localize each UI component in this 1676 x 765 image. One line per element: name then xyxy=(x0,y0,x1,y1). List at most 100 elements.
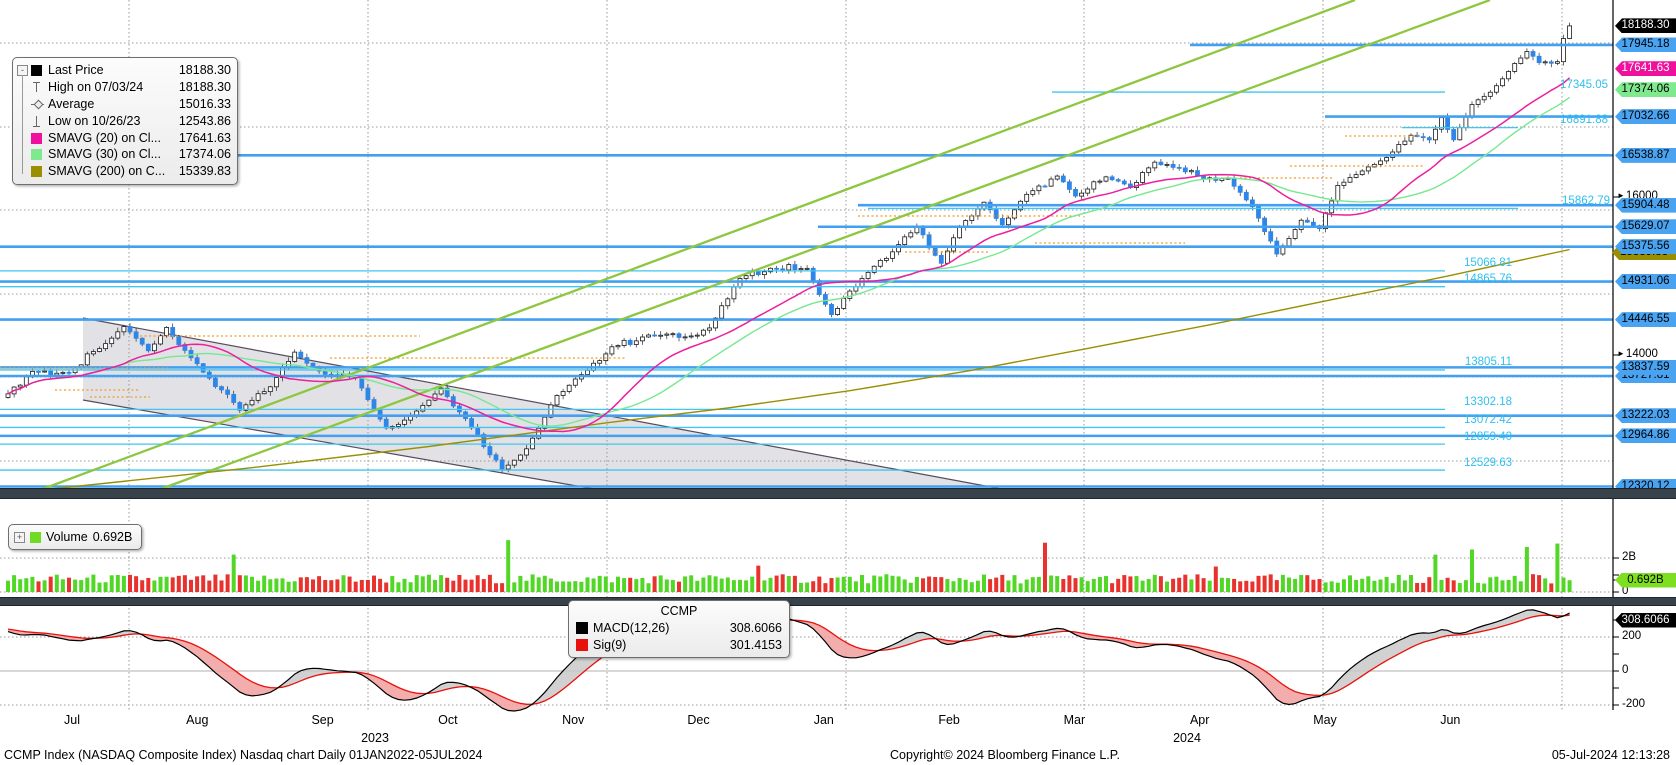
x-axis-month-label: Jun xyxy=(1440,713,1461,727)
macd-legend-title: CCMP xyxy=(660,604,698,618)
low-marker-icon xyxy=(31,115,44,127)
price-axis-badge: 16538.87 xyxy=(1615,147,1676,163)
legend-value: 18188.30 xyxy=(178,80,231,95)
price-volume-separator[interactable] xyxy=(0,488,1676,499)
legend-tree-rail xyxy=(21,75,23,174)
price-axis-badge: 14931.06 xyxy=(1615,274,1676,290)
legend-value: 18188.30 xyxy=(178,63,231,78)
smavg20-swatch-icon xyxy=(31,132,44,144)
legend-row-low: Low on 10/26/23 12543.86 xyxy=(17,112,231,129)
smavg20-line xyxy=(7,77,1571,433)
price-axis-badge: 17945.18 xyxy=(1615,37,1676,53)
legend-row-smavg30: SMAVG (30) on Cl... 17374.06 xyxy=(17,146,231,163)
legend-label: Last Price xyxy=(48,63,104,78)
regression-channel-band xyxy=(82,317,1008,491)
legend-label: SMAVG (30) on Cl... xyxy=(48,147,161,162)
price-axis-badge: 13222.03 xyxy=(1615,408,1676,424)
volume-bars-layer xyxy=(6,540,1572,592)
price-axis-badge: 17374.06 xyxy=(1615,82,1676,98)
support-resistance-levels-layer xyxy=(0,43,1613,488)
legend-label: SMAVG (200) on C... xyxy=(48,164,166,179)
green-trendline xyxy=(157,0,1491,492)
legend-value: 15339.83 xyxy=(178,164,231,179)
x-axis-year-label: 2023 xyxy=(361,731,389,745)
macd-legend-box[interactable]: CCMP MACD(12,26) 308.6066 Sig(9) 301.415… xyxy=(568,600,790,658)
legend-row-high: High on 07/03/24 18188.30 xyxy=(17,79,231,96)
legend-label: High on 07/03/24 xyxy=(48,80,144,95)
volume-legend-value: 0.692B xyxy=(92,530,133,544)
cyan-level-label: 13805.11 xyxy=(1464,356,1512,369)
price-legend-box[interactable]: - Last Price 18188.30 High on 07/03/24 1… xyxy=(12,57,238,185)
chart-description-footer: CCMP Index (NASDAQ Composite Index) Nasd… xyxy=(4,748,483,762)
macd-axis-tick: 200 xyxy=(1622,630,1642,642)
legend-row-last-price: Last Price 18188.30 xyxy=(17,62,231,79)
x-axis-month-label: Jul xyxy=(64,713,80,727)
price-axis-badge: 12964.86 xyxy=(1615,428,1676,444)
cyan-level-label: 14865.76 xyxy=(1464,273,1512,286)
price-axis-tick: ►14000 xyxy=(1617,348,1658,360)
macd-label: MACD(12,26) xyxy=(593,621,670,636)
price-axis-badge: 17641.63 xyxy=(1615,61,1676,77)
smavg200-swatch-icon xyxy=(31,165,44,178)
macd-axis-badge: 308.6066 xyxy=(1615,612,1676,628)
x-axis-month-label: Oct xyxy=(438,713,458,727)
smavg200-line xyxy=(7,248,1570,495)
x-axis-month-label: May xyxy=(1313,713,1337,727)
x-axis-month-label: Mar xyxy=(1063,713,1086,727)
signal-swatch-icon xyxy=(576,638,588,651)
cyan-level-label: 12859.40 xyxy=(1464,430,1512,443)
timestamp-footer: 05-Jul-2024 12:13:28 xyxy=(1551,748,1670,762)
cyan-level-label: 15862.79 xyxy=(1562,194,1610,207)
macd-legend-row: MACD(12,26) 308.6066 xyxy=(576,620,782,637)
legend-value: 17641.63 xyxy=(178,130,231,145)
smavg30-line xyxy=(7,96,1571,427)
x-axis-month-label: Sep xyxy=(311,713,334,727)
macd-axis-tick: -200 xyxy=(1622,698,1646,710)
cyan-level-label: 17345.05 xyxy=(1560,78,1608,91)
smavg30-swatch-icon xyxy=(31,148,44,161)
x-axis-month-label: Aug xyxy=(186,713,209,727)
x-axis-month-label: Apr xyxy=(1189,713,1210,727)
volume-macd-separator[interactable] xyxy=(0,597,1676,606)
cyan-level-label: 16891.88 xyxy=(1560,114,1608,127)
x-axis-year-label: 2024 xyxy=(1173,731,1201,745)
price-axis-badge: 18188.30 xyxy=(1615,18,1676,34)
last-price-swatch-icon xyxy=(31,64,44,77)
cyan-level-label: 13302.18 xyxy=(1464,395,1512,408)
price-axis-badge: 17032.66 xyxy=(1615,109,1676,125)
x-axis-month-label: Nov xyxy=(562,713,585,727)
copyright-footer: Copyright© 2024 Bloomberg Finance L.P. xyxy=(890,748,1120,762)
volume-legend-label: Volume xyxy=(46,530,88,544)
price-axis-badge: 15629.07 xyxy=(1615,219,1676,235)
x-axis-month-label: Dec xyxy=(687,713,710,727)
orange-dotted-segments-layer xyxy=(0,135,1425,398)
volume-axis-tick: 2B xyxy=(1622,551,1637,563)
cyan-level-label: 13072.42 xyxy=(1464,413,1512,426)
average-marker-icon xyxy=(31,98,44,110)
volume-legend-box[interactable]: + Volume 0.692B xyxy=(8,524,143,550)
x-axis-month-label: Jan xyxy=(813,713,834,727)
legend-label: Low on 10/26/23 xyxy=(48,113,141,128)
price-axis-badge: 15375.56 xyxy=(1615,239,1676,255)
collapse-tree-icon[interactable]: - xyxy=(17,65,28,76)
legend-row-smavg20: SMAVG (20) on Cl... 17641.63 xyxy=(17,129,231,146)
legend-value: 15016.33 xyxy=(178,96,231,111)
trend-channel-lines-layer xyxy=(39,0,1491,492)
legend-value: 17374.06 xyxy=(178,147,231,162)
green-trendline xyxy=(39,0,1356,492)
legend-value: 12543.86 xyxy=(178,113,231,128)
price-axis-badge: 14446.55 xyxy=(1615,312,1676,328)
legend-row-smavg200: SMAVG (200) on C... 15339.83 xyxy=(17,163,231,180)
cyan-level-label: 12529.63 xyxy=(1464,456,1512,469)
macd-axis-tick: 0 xyxy=(1622,664,1629,676)
price-candles-layer xyxy=(5,22,1572,473)
signal-value: 301.4153 xyxy=(729,637,782,652)
legend-row-average: Average 15016.33 xyxy=(17,96,231,113)
expand-tree-icon[interactable]: + xyxy=(14,531,25,543)
macd-value: 308.6066 xyxy=(729,621,782,636)
high-marker-icon xyxy=(31,81,44,93)
price-axis-badge: 15904.48 xyxy=(1615,197,1676,213)
x-axis-month-label: Feb xyxy=(938,713,960,727)
